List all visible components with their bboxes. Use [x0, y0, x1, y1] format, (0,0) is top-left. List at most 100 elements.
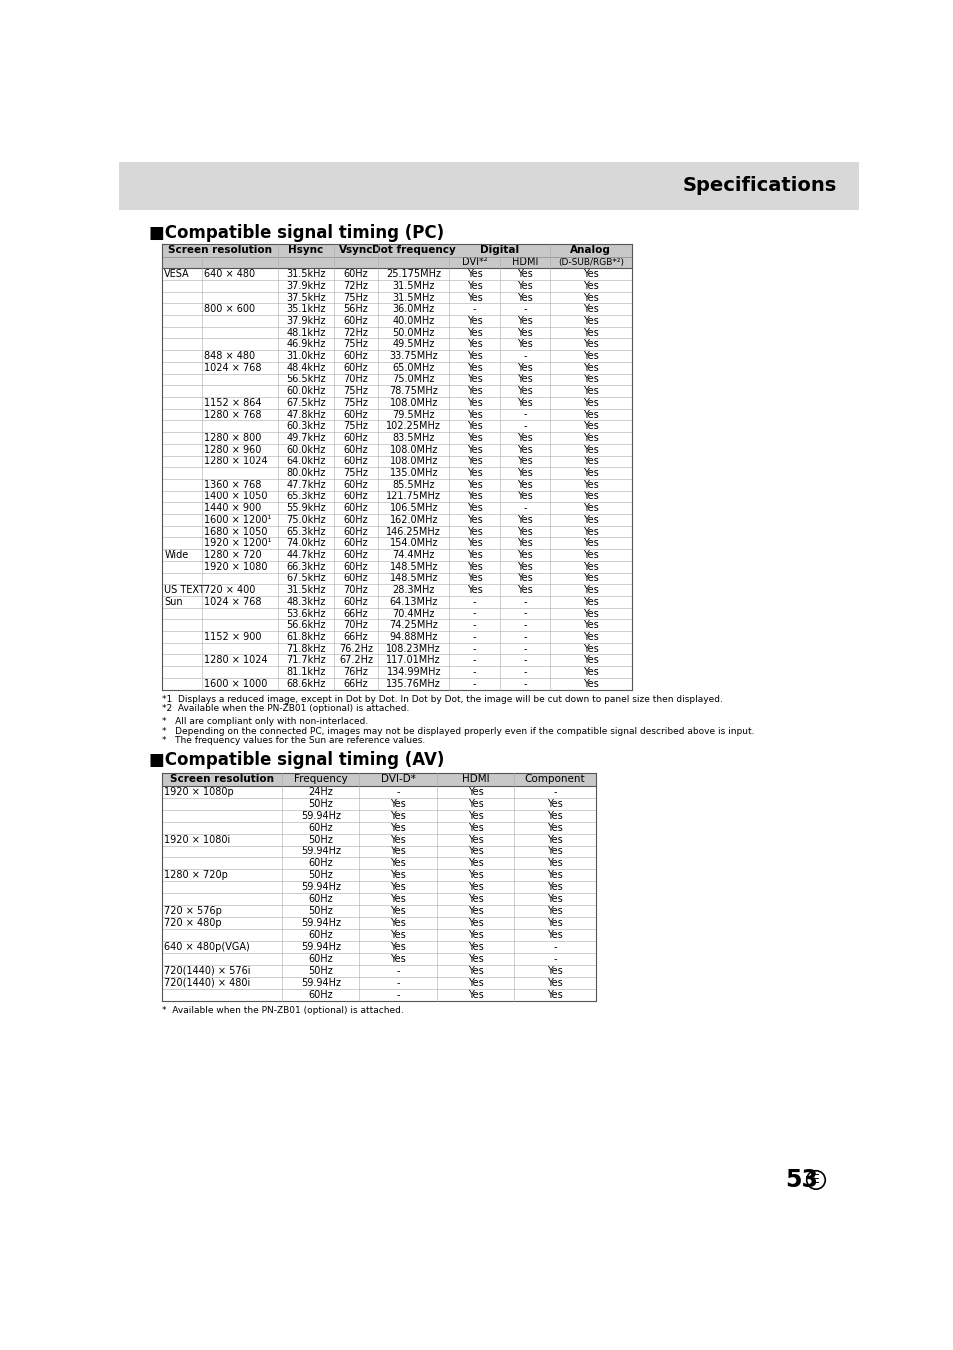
Text: *  Available when the PN-ZB01 (optional) is attached.: * Available when the PN-ZB01 (optional) …	[162, 1006, 403, 1015]
Text: 1920 × 1080: 1920 × 1080	[204, 562, 268, 571]
Text: 28.3MHz: 28.3MHz	[392, 585, 435, 595]
Text: Analog: Analog	[570, 246, 611, 255]
Text: 46.9kHz: 46.9kHz	[286, 339, 325, 350]
Text: 108.0MHz: 108.0MHz	[389, 398, 437, 408]
Text: 60Hz: 60Hz	[343, 479, 368, 490]
Text: 66Hz: 66Hz	[343, 632, 368, 643]
Text: 50Hz: 50Hz	[308, 965, 333, 976]
Text: 60Hz: 60Hz	[308, 954, 333, 964]
Text: Yes: Yes	[517, 539, 533, 548]
Text: Yes: Yes	[547, 871, 562, 880]
Text: 1280 × 768: 1280 × 768	[204, 409, 262, 420]
Text: Yes: Yes	[467, 822, 483, 833]
Text: 1600 × 1000: 1600 × 1000	[204, 679, 268, 688]
Text: Yes: Yes	[582, 444, 598, 455]
Text: -: -	[473, 644, 476, 653]
Text: 48.3kHz: 48.3kHz	[286, 597, 325, 606]
Text: 37.5kHz: 37.5kHz	[286, 293, 326, 302]
Text: Dot frequency: Dot frequency	[372, 246, 456, 255]
Text: Yes: Yes	[390, 822, 406, 833]
Text: 1280 × 800: 1280 × 800	[204, 433, 262, 443]
Text: Yes: Yes	[582, 667, 598, 678]
Text: 117.01MHz: 117.01MHz	[386, 655, 440, 666]
Text: 106.5MHz: 106.5MHz	[389, 504, 437, 513]
Text: Yes: Yes	[582, 456, 598, 466]
Text: 83.5MHz: 83.5MHz	[392, 433, 435, 443]
Text: 60Hz: 60Hz	[343, 316, 368, 325]
Text: 640 × 480p(VGA): 640 × 480p(VGA)	[164, 942, 250, 952]
Text: -: -	[396, 977, 399, 988]
Text: Yes: Yes	[390, 942, 406, 952]
Text: 48.1kHz: 48.1kHz	[286, 328, 325, 338]
Text: 121.75MHz: 121.75MHz	[386, 491, 440, 501]
Text: *2  Available when the PN-ZB01 (optional) is attached.: *2 Available when the PN-ZB01 (optional)…	[162, 705, 409, 713]
Text: Yes: Yes	[466, 491, 482, 501]
Text: Yes: Yes	[466, 549, 482, 560]
Text: 94.88MHz: 94.88MHz	[389, 632, 437, 643]
Text: 70Hz: 70Hz	[343, 620, 368, 630]
Text: ■Compatible signal timing (PC): ■Compatible signal timing (PC)	[149, 224, 443, 242]
Text: -: -	[396, 965, 399, 976]
Text: Yes: Yes	[547, 906, 562, 917]
Text: Yes: Yes	[466, 374, 482, 385]
Text: Yes: Yes	[582, 549, 598, 560]
Text: 59.94Hz: 59.94Hz	[300, 977, 340, 988]
Text: Yes: Yes	[517, 363, 533, 373]
Text: 1280 × 960: 1280 × 960	[204, 444, 262, 455]
Text: 848 × 480: 848 × 480	[204, 351, 255, 360]
Text: 80.0kHz: 80.0kHz	[286, 468, 325, 478]
Text: 1024 × 768: 1024 × 768	[204, 597, 262, 606]
Text: Yes: Yes	[390, 846, 406, 856]
Text: Yes: Yes	[547, 965, 562, 976]
Text: Yes: Yes	[547, 894, 562, 904]
Text: 720 × 576p: 720 × 576p	[164, 906, 222, 917]
Text: 56.5kHz: 56.5kHz	[286, 374, 326, 385]
Text: Yes: Yes	[582, 316, 598, 325]
Text: Yes: Yes	[582, 526, 598, 536]
Text: Yes: Yes	[517, 574, 533, 583]
Text: Yes: Yes	[582, 574, 598, 583]
Text: Yes: Yes	[517, 293, 533, 302]
Text: 81.1kHz: 81.1kHz	[286, 667, 325, 678]
Text: Yes: Yes	[582, 479, 598, 490]
Text: Yes: Yes	[466, 398, 482, 408]
Text: 56Hz: 56Hz	[343, 304, 368, 315]
Text: 148.5MHz: 148.5MHz	[389, 562, 437, 571]
Text: 60Hz: 60Hz	[343, 363, 368, 373]
Text: -: -	[473, 667, 476, 678]
Text: Yes: Yes	[517, 328, 533, 338]
Text: Yes: Yes	[467, 918, 483, 927]
Text: -: -	[522, 679, 526, 688]
Text: 60Hz: 60Hz	[308, 859, 333, 868]
Text: DVI*²: DVI*²	[461, 258, 487, 267]
Text: 49.5MHz: 49.5MHz	[392, 339, 435, 350]
Text: 47.8kHz: 47.8kHz	[286, 409, 325, 420]
Text: 59.94Hz: 59.94Hz	[300, 942, 340, 952]
Text: 49.7kHz: 49.7kHz	[286, 433, 325, 443]
Text: 70.4MHz: 70.4MHz	[392, 609, 435, 618]
Text: 40.0MHz: 40.0MHz	[393, 316, 435, 325]
Text: 35.1kHz: 35.1kHz	[286, 304, 325, 315]
Text: Yes: Yes	[466, 539, 482, 548]
Text: Component: Component	[524, 775, 585, 784]
Text: Yes: Yes	[467, 942, 483, 952]
Text: 154.0MHz: 154.0MHz	[389, 539, 437, 548]
Text: -: -	[522, 597, 526, 606]
Text: 60Hz: 60Hz	[343, 351, 368, 360]
Text: Yes: Yes	[517, 479, 533, 490]
Text: 60Hz: 60Hz	[343, 409, 368, 420]
Text: 75Hz: 75Hz	[343, 386, 368, 396]
Text: Yes: Yes	[466, 281, 482, 290]
Text: Yes: Yes	[466, 504, 482, 513]
Text: 60Hz: 60Hz	[308, 990, 333, 1000]
Text: Yes: Yes	[466, 339, 482, 350]
Text: Digital: Digital	[479, 246, 518, 255]
Text: 59.94Hz: 59.94Hz	[300, 846, 340, 856]
Text: Yes: Yes	[547, 930, 562, 940]
Text: Yes: Yes	[582, 421, 598, 431]
Text: 64.0kHz: 64.0kHz	[286, 456, 325, 466]
Text: Yes: Yes	[517, 444, 533, 455]
Text: 53.6kHz: 53.6kHz	[286, 609, 325, 618]
Text: 31.5MHz: 31.5MHz	[392, 281, 435, 290]
Text: 50Hz: 50Hz	[308, 906, 333, 917]
